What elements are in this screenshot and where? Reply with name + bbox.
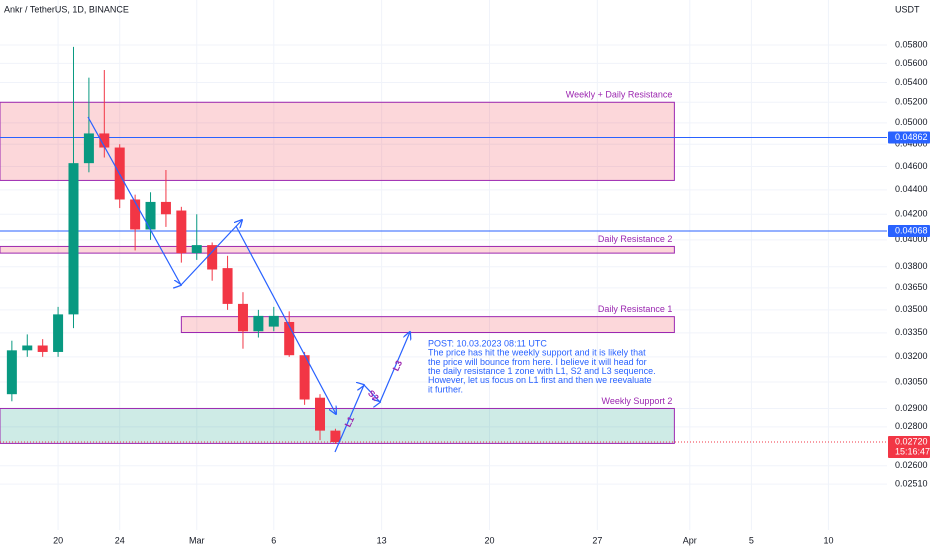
x-tick-label: 27 (592, 535, 602, 545)
x-tick-label: 20 (484, 535, 494, 545)
y-tick-label: 0.04400 (895, 184, 928, 194)
candle-body (6, 350, 17, 395)
y-tick-label: 0.04800 (895, 139, 928, 149)
x-tick-label: 20 (53, 535, 63, 545)
candle-body (145, 201, 156, 230)
y-tick-label: 0.02800 (895, 421, 928, 431)
candle-body (284, 321, 295, 356)
y-tick-label: 0.04600 (895, 161, 928, 171)
zone-label: Weekly + Daily Resistance (566, 90, 673, 100)
price-tag-label: 0.04862 (895, 132, 928, 142)
y-tick-label: 0.03350 (895, 327, 928, 337)
x-tick-label: 24 (115, 535, 125, 545)
y-tick-label: 0.05600 (895, 58, 928, 68)
y-tick-label: 0.03800 (895, 261, 928, 271)
y-tick-label: 0.05000 (895, 117, 928, 127)
x-tick-label: 10 (823, 535, 833, 545)
x-tick-label: Mar (189, 535, 205, 545)
candle-body (222, 268, 233, 304)
axes: 0.05800 0.05600 0.05400 0.05200 0.05000 0.048… (53, 39, 930, 545)
y-tick-label: 0.03500 (895, 304, 928, 314)
candle-body (22, 345, 33, 351)
candle-body (83, 133, 94, 164)
x-tick-label: Apr (683, 535, 697, 545)
price-tag-label: 0.02720 (895, 436, 928, 446)
candle-body (68, 163, 79, 315)
zone-label: Daily Resistance 1 (598, 304, 673, 314)
zones: Weekly + Daily Resistance Daily Resistanc… (0, 90, 887, 444)
annotation-line: the daily resistance 1 zone with L1, S2 … (428, 366, 656, 376)
y-tick-label: 0.04000 (895, 234, 928, 244)
y-tick-label: 0.03650 (895, 282, 928, 292)
y-tick-label: 0.03200 (895, 351, 928, 361)
zone-label: Daily Resistance 2 (598, 234, 673, 244)
zone (0, 101, 675, 181)
annotation-line: it further. (428, 384, 463, 394)
x-tick-label: 13 (377, 535, 387, 545)
candle-body (191, 245, 202, 254)
y-tick-label: 0.02600 (895, 460, 928, 470)
chart-title: Ankr / TetherUS, 1D, BINANCE (4, 4, 129, 14)
price-tag-label: 0.04068 (895, 225, 928, 235)
countdown-label: 15:16:47 (895, 446, 930, 456)
zone (180, 316, 675, 334)
candle-body (53, 314, 64, 352)
candle-body (253, 315, 264, 332)
arrow (87, 116, 242, 285)
candle-body (237, 303, 248, 332)
candle-body (130, 199, 141, 230)
candle-body (330, 430, 341, 443)
x-tick-label: 5 (749, 535, 754, 545)
y-tick-label: 0.03050 (895, 376, 928, 386)
wave-label: L1 (343, 415, 357, 429)
price-tag (888, 225, 930, 238)
price-tag (888, 436, 930, 459)
candle-body (37, 345, 48, 352)
annotation-line: However, let us focus on L1 first and th… (428, 375, 652, 385)
candle-body (268, 315, 279, 327)
arrow (235, 225, 336, 414)
y-tick-label: 0.04200 (895, 209, 928, 219)
candle-body (315, 397, 326, 431)
annotation-line: POST: 10.03.2023 08:11 UTC (428, 338, 547, 348)
price-tag (888, 131, 930, 144)
y-tick-label: 0.05800 (895, 39, 928, 49)
annotation-line: the price will bounce from here. I belie… (428, 357, 647, 367)
candle-body (160, 201, 171, 215)
zone-label: Weekly Support 2 (602, 396, 673, 406)
y-tick-label: 0.05200 (895, 97, 928, 107)
annotation-line: The price has hit the weekly support and… (428, 348, 646, 358)
y-tick-label: 0.02510 (895, 479, 928, 489)
candle-body (99, 133, 110, 148)
currency-label: USDT (895, 4, 920, 14)
y-tick-label: 0.02900 (895, 403, 928, 413)
x-tick-label: 6 (271, 535, 276, 545)
arrow (334, 332, 410, 453)
zone (0, 245, 675, 254)
wave-label: L3 (391, 359, 405, 373)
candle-body (299, 355, 310, 400)
y-tick-label: 0.05400 (895, 77, 928, 87)
candle-body (176, 210, 187, 254)
